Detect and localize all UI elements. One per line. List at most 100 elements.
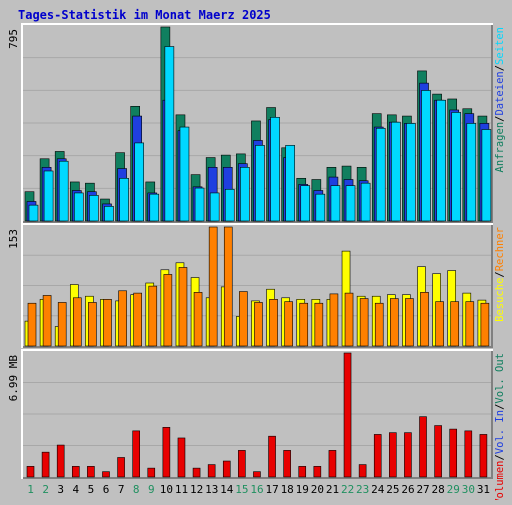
bar-rechner-day-9 [148, 285, 158, 347]
bar-seiten-day-30 [466, 123, 477, 222]
bar-volumen-day-6 [102, 471, 110, 478]
legend-entry: Besuche [494, 278, 506, 322]
bar-rechner-day-1 [27, 302, 37, 347]
legend-entry: Volumen [494, 461, 506, 501]
panel-middle: 153 [7, 223, 493, 348]
bar-volumen-day-30 [464, 430, 473, 478]
bar-volumen-day-10 [162, 427, 171, 478]
x-tick-label: 9 [148, 483, 155, 496]
x-tick-label: 5 [88, 483, 95, 496]
x-tick-label: 3 [57, 483, 64, 496]
bar-seiten-day-11 [179, 126, 190, 222]
bar-volumen-day-12 [192, 467, 201, 478]
bar-volumen-day-16 [253, 471, 261, 478]
bar-rechner-day-18 [284, 301, 293, 347]
bar-rechner-day-30 [465, 301, 475, 347]
bar-seiten-day-31 [481, 129, 492, 222]
bar-rechner-day-5 [88, 302, 97, 347]
bar-rechner-day-21 [329, 293, 339, 347]
x-tick-label: 11 [175, 483, 188, 496]
bar-rechner-day-12 [193, 292, 203, 347]
bar-volumen-day-27 [419, 416, 427, 478]
x-tick-label: 29 [447, 483, 460, 496]
legend-entry: Vol. In [494, 410, 506, 454]
bar-rechner-day-31 [480, 302, 490, 347]
legend-top: Anfragen/Dateien/Seiten [494, 27, 506, 172]
bar-seiten-day-4 [73, 192, 84, 222]
bar-rechner-day-24 [374, 302, 384, 347]
x-tick-label: 13 [205, 483, 218, 496]
y-max-label: 153 [7, 229, 20, 249]
bar-rechner-day-17 [269, 299, 278, 347]
bar-volumen-day-3 [56, 444, 65, 478]
bar-seiten-day-27 [421, 90, 431, 222]
x-tick-label: 18 [281, 483, 294, 496]
bar-rechner-day-6 [103, 299, 112, 347]
bar-seiten-day-22 [345, 185, 356, 222]
x-tick-label: 17 [265, 483, 278, 496]
bar-volumen-day-28 [434, 425, 442, 478]
bar-rechner-day-25 [390, 298, 399, 347]
x-tick-label: 10 [160, 483, 173, 496]
bar-volumen-day-1 [26, 466, 35, 478]
bar-seiten-day-14 [224, 188, 235, 222]
bar-volumen-day-23 [358, 464, 367, 478]
bar-rechner-day-2 [42, 295, 52, 347]
x-tick-label: 21 [326, 483, 339, 496]
bar-volumen-day-25 [389, 432, 397, 478]
x-tick-label: 16 [250, 483, 263, 496]
bar-volumen-day-26 [404, 432, 412, 478]
bar-volumen-day-24 [373, 434, 382, 478]
bar-volumen-day-21 [328, 450, 337, 478]
bar-seiten-day-10 [164, 46, 175, 222]
bar-volumen-day-19 [298, 466, 307, 478]
x-tick-label: 15 [235, 483, 248, 496]
bar-seiten-day-17 [270, 116, 280, 222]
bar-volumen-day-5 [87, 466, 95, 478]
chart-title: Tages-Statistik im Monat Maerz 2025 [18, 8, 271, 22]
legend-group: Anfragen/Dateien/Seiten Besuche/Rechner Vo… [494, 27, 506, 505]
bar-seiten-day-3 [58, 160, 69, 222]
panel-bottom: 6.99 MB [7, 349, 493, 479]
bar-volumen-day-4 [71, 466, 80, 478]
bar-seiten-day-29 [451, 112, 462, 222]
x-tick-label: 4 [73, 483, 80, 496]
bar-rechner-day-7 [118, 290, 127, 347]
bar-volumen-day-31 [479, 434, 488, 478]
bar-seiten-day-2 [43, 170, 54, 222]
bar-seiten-day-26 [406, 123, 416, 222]
legend-entry: / [494, 454, 506, 460]
bar-rechner-day-3 [57, 302, 67, 347]
bar-seiten-day-8 [134, 142, 144, 222]
y-max-label: 6.99 MB [7, 355, 20, 402]
bar-rechner-day-11 [178, 267, 188, 347]
x-tick-label: 26 [401, 483, 414, 496]
bar-rechner-day-20 [314, 302, 324, 347]
x-tick-label: 12 [190, 483, 203, 496]
bar-rechner-day-22 [344, 292, 354, 347]
bar-volumen-day-2 [41, 451, 50, 478]
legend-bottom: Volumen/Vol. In/Vol. Out [494, 353, 506, 500]
bar-rechner-day-13 [208, 226, 218, 347]
x-tick-label: 14 [220, 483, 234, 496]
bar-seiten-day-7 [119, 177, 129, 222]
bar-rechner-day-19 [299, 302, 309, 347]
bar-seiten-day-13 [209, 192, 220, 222]
legend-entry: / [494, 271, 506, 277]
x-axis-labels: 1 2 3 4 5 6 7 8 9 10 11 12 13 14 15 16 17 18 19 20 21 22 23 24 2… [27, 483, 490, 496]
bar-seiten-day-16 [255, 145, 265, 222]
bar-seiten-day-20 [315, 193, 326, 222]
bar-seiten-day-12 [194, 187, 205, 222]
x-tick-label: 20 [311, 483, 324, 496]
bar-volumen-day-11 [177, 437, 186, 478]
bar-seiten-day-19 [300, 185, 311, 222]
bar-rechner-day-4 [72, 297, 82, 347]
bar-rechner-day-10 [163, 274, 173, 347]
bar-volumen-day-18 [283, 450, 291, 478]
x-tick-label: 27 [416, 483, 429, 496]
x-tick-label: 6 [103, 483, 110, 496]
panel-top: 795 [7, 23, 493, 223]
x-tick-label: 30 [462, 483, 475, 496]
legend-middle: Besuche/Rechner [494, 227, 506, 322]
